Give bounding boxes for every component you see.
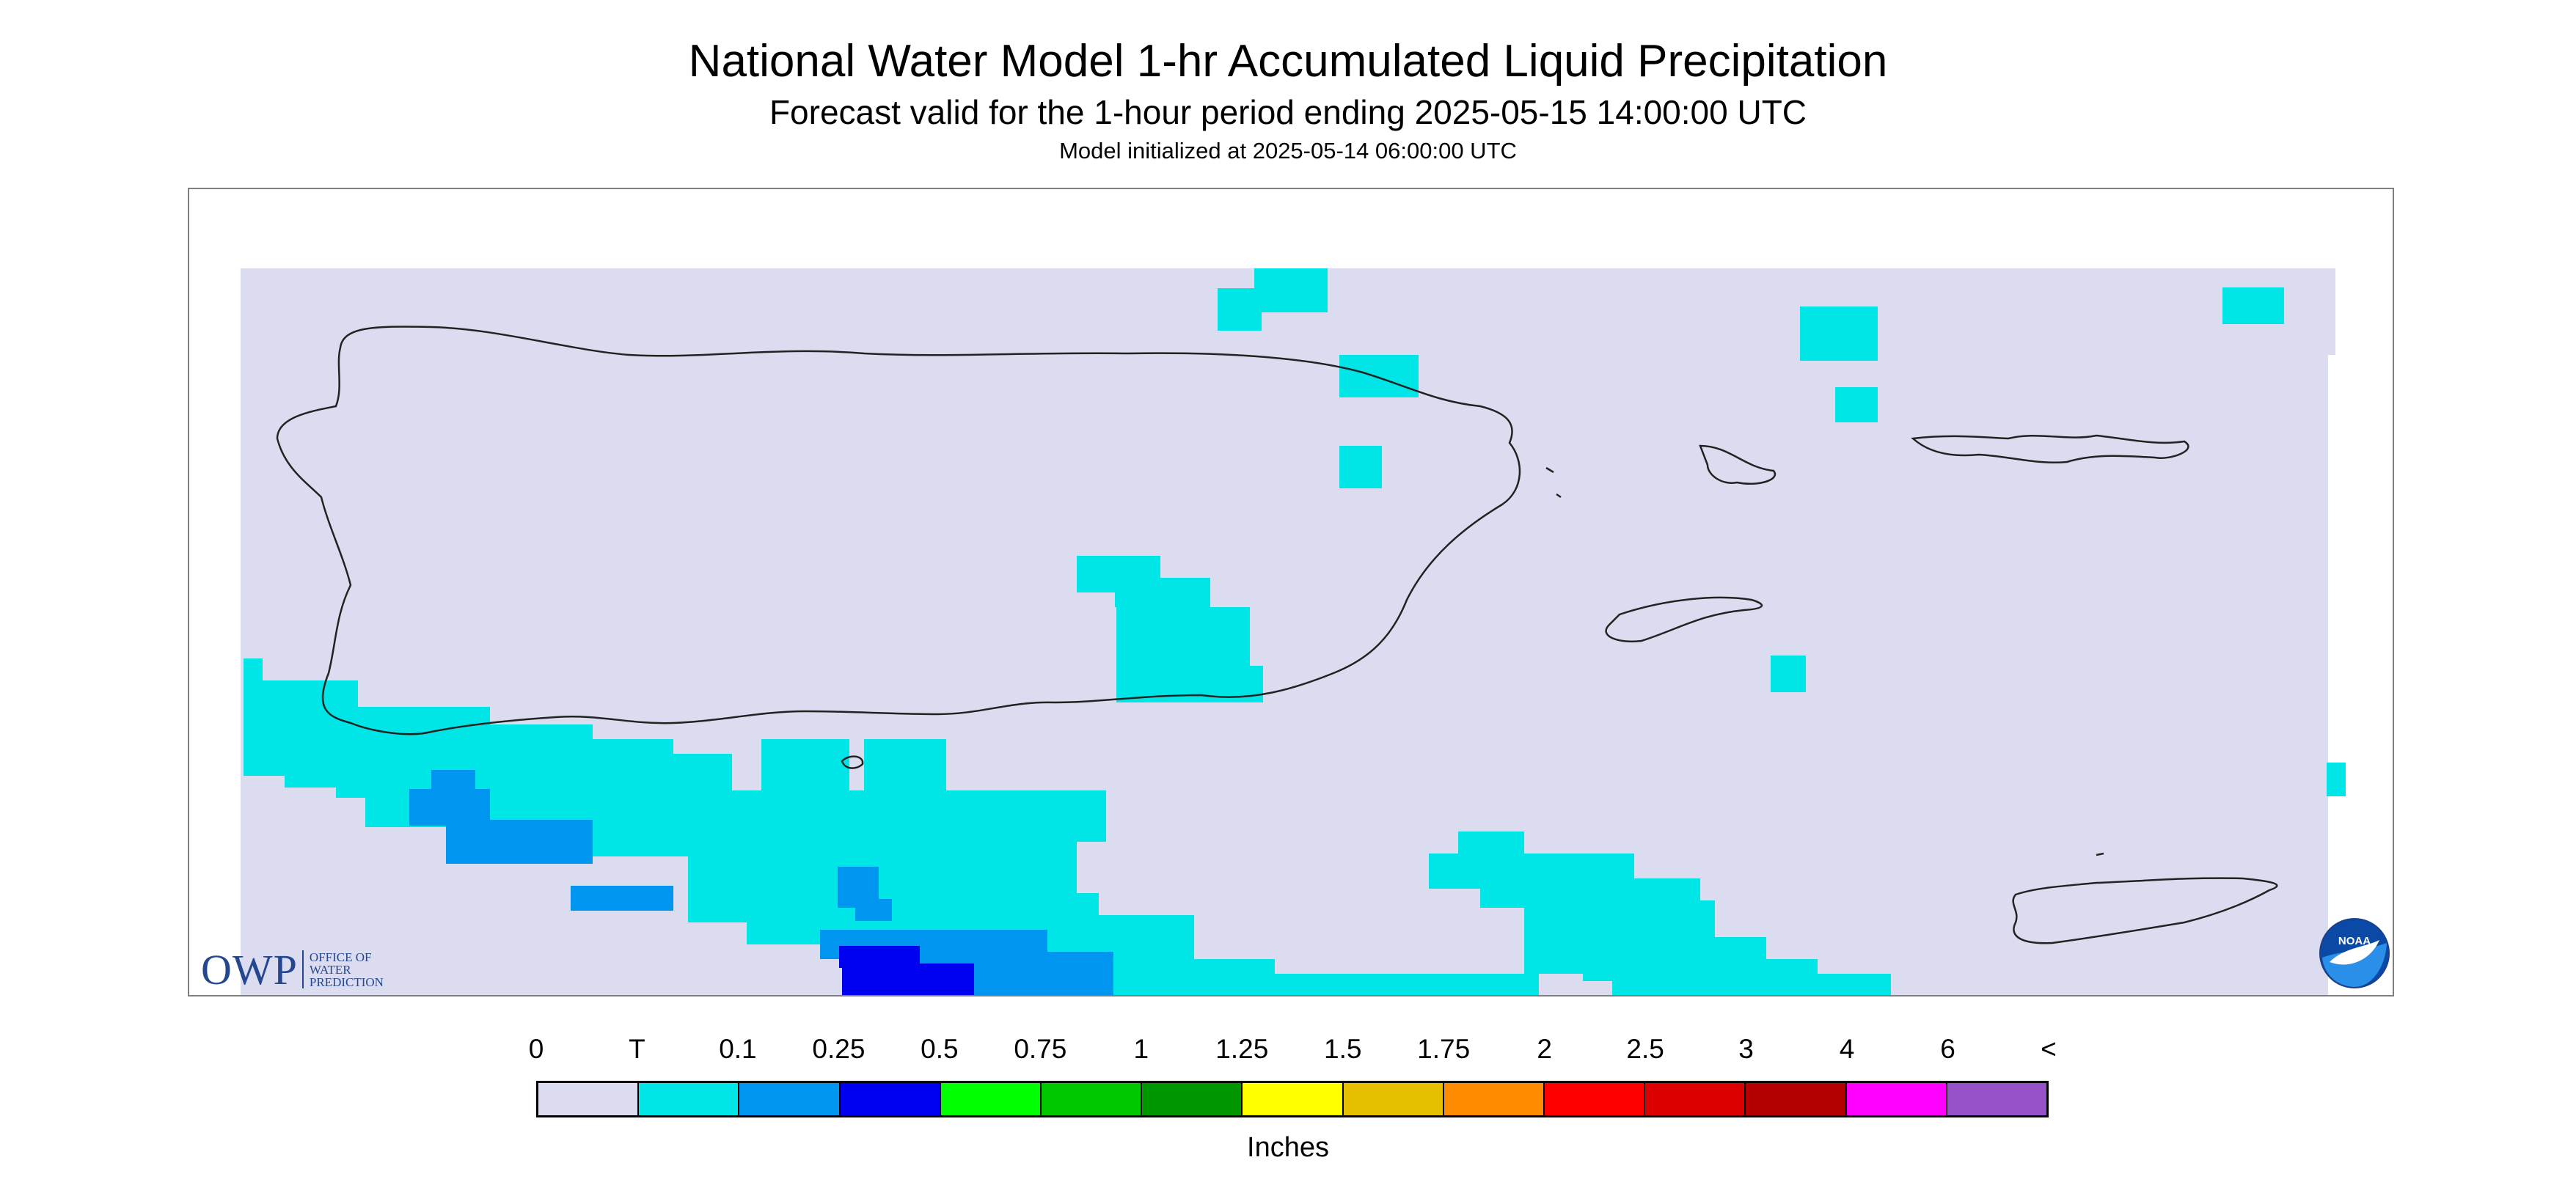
legend-label: 1 <box>1133 1034 1149 1064</box>
legend-label: 6 <box>1940 1034 1955 1064</box>
legend-swatch <box>739 1083 841 1115</box>
legend-label: < <box>2041 1034 2057 1064</box>
legend-label: 0.5 <box>921 1034 959 1064</box>
owp-logo: OWP OFFICE OF WATER PREDICTION <box>201 946 384 994</box>
owp-divider <box>301 950 304 988</box>
vieques-island <box>1699 444 1777 485</box>
legend-swatch <box>1142 1083 1243 1115</box>
model-domain <box>241 268 2335 995</box>
legend-swatch <box>1545 1083 1646 1115</box>
owp-line-3: PREDICTION <box>309 974 384 989</box>
legend-swatch <box>538 1083 640 1115</box>
legend-swatch <box>1443 1083 1545 1115</box>
legend-label: 1.25 <box>1215 1034 1269 1064</box>
st-croix-island <box>2012 877 2278 944</box>
owp-words: OFFICE OF WATER PREDICTION <box>310 951 384 988</box>
legend-label: 2.5 <box>1626 1034 1664 1064</box>
coastlines <box>276 326 2278 944</box>
legend-label: 1.75 <box>1417 1034 1471 1064</box>
legend-label: 0.25 <box>812 1034 866 1064</box>
noaa-logo: NOAA <box>2319 918 2390 988</box>
legend-swatch <box>1243 1083 1344 1115</box>
legend-swatch <box>1343 1083 1444 1115</box>
legend-swatch <box>840 1083 941 1115</box>
map-title: National Water Model 1-hr Accumulated Li… <box>688 36 1888 87</box>
legend-label: 3 <box>1738 1034 1754 1064</box>
legend-label: T <box>629 1034 645 1064</box>
st-thomas-island <box>1911 434 2189 464</box>
owp-line-1: OFFICE OF <box>309 950 372 964</box>
legend-units: Inches <box>1247 1132 1329 1163</box>
puerto-rico-coast <box>276 326 1521 735</box>
legend-label: 4 <box>1839 1034 1855 1064</box>
mona-island <box>841 755 864 769</box>
moderate-precip-cells <box>839 946 974 995</box>
legend-swatch <box>940 1083 1042 1115</box>
culebra-island <box>1605 596 1763 643</box>
legend-swatch <box>1846 1083 1947 1115</box>
legend-color-bar <box>536 1081 2049 1117</box>
legend-label: 0.75 <box>1014 1034 1067 1064</box>
legend-swatch <box>639 1083 740 1115</box>
noaa-text: NOAA <box>2338 935 2371 947</box>
legend-label: 0.1 <box>719 1034 757 1064</box>
legend-swatch <box>1746 1083 1847 1115</box>
legend-swatch <box>1042 1083 1143 1115</box>
legend-label: 2 <box>1537 1034 1552 1064</box>
precipitation-map <box>241 268 2346 995</box>
owp-line-2: WATER <box>309 962 351 977</box>
legend-swatch <box>1947 1083 2047 1115</box>
owp-letters: OWP <box>201 945 298 994</box>
legend-label: 0 <box>528 1034 544 1064</box>
legend-label: 1.5 <box>1324 1034 1362 1064</box>
map-panel: OWP OFFICE OF WATER PREDICTION NOAA <box>188 188 2394 996</box>
legend-labels: 0 T 0.1 0.25 0.5 0.75 1 1.25 1.5 1.75 2 2.5 3 4 6 < <box>0 1034 2576 1071</box>
model-init-time: Model initialized at 2025-05-14 06:00:00… <box>1059 138 1517 164</box>
map-subtitle: Forecast valid for the 1-hour period end… <box>769 93 1807 131</box>
legend-swatch <box>1645 1083 1746 1115</box>
